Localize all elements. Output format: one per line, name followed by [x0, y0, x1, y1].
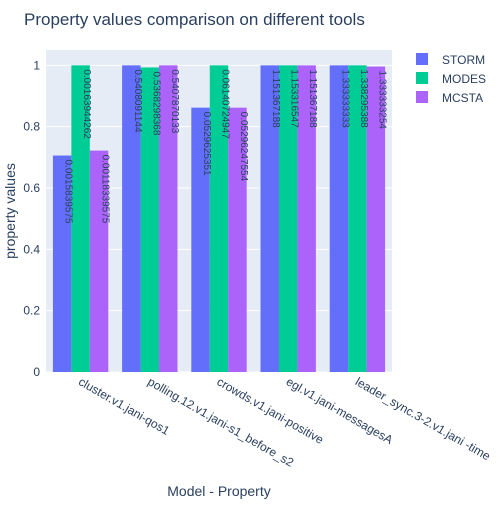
legend-swatch [416, 53, 428, 65]
bar[interactable] [297, 65, 316, 372]
bar-labels: 0.0015839575 0.5408091144 0.0529625351 1.15… [63, 69, 388, 224]
bar-value-label: 0.00163944262 [81, 69, 92, 139]
bar-value-label: 1.153316547 [289, 69, 300, 128]
x-axis-ticks: cluster.v1.jani-qos1polling.12.v1.jani-s… [76, 374, 493, 469]
bar[interactable] [348, 65, 367, 372]
chart-title: Property values comparison on different … [24, 10, 365, 29]
bar[interactable] [191, 107, 210, 373]
bar-value-label: 1.151367188 [307, 69, 318, 128]
y-axis-ticks: 0 0.2 0.4 0.6 0.8 1 [23, 58, 40, 379]
bar[interactable] [278, 65, 298, 372]
bar[interactable] [366, 66, 386, 372]
legend-label: MCSTA [442, 91, 483, 105]
bar-value-label: 0.00118339575 [100, 155, 111, 224]
bar-value-label: 0.5368298368 [150, 71, 161, 135]
bar[interactable] [329, 65, 349, 372]
x-tick-label: leader_sync.3-2.v1.jani -time [353, 374, 493, 463]
bar-value-label: 1.333333333 [339, 69, 350, 128]
bars [52, 65, 386, 373]
legend-label: MODES [442, 72, 486, 86]
bar[interactable] [228, 107, 247, 373]
bar[interactable] [140, 67, 160, 372]
bar-value-label: 0.06140724947 [220, 69, 231, 139]
y-tick-label: 1 [33, 58, 40, 72]
bar-value-label: 0.05296247554 [238, 112, 249, 182]
bar-value-label: 0.5407870133 [169, 69, 180, 133]
bar-value-label: 0.5408091144 [132, 69, 143, 133]
bar-value-label: 0.0015839575 [63, 160, 74, 224]
y-tick-label: 0.8 [23, 120, 40, 134]
bar[interactable] [89, 150, 109, 372]
legend-swatch [416, 91, 428, 103]
bar[interactable] [159, 65, 178, 372]
bar[interactable] [52, 155, 72, 372]
legend-label: STORM [442, 53, 485, 67]
bar-value-label: 1.151367188 [270, 69, 281, 128]
bar[interactable] [209, 65, 229, 372]
y-tick-label: 0.2 [23, 304, 40, 318]
y-tick-label: 0 [33, 365, 40, 379]
bar-value-label: 1.338295388 [358, 69, 369, 128]
legend[interactable]: STORM MODES MCSTA [416, 53, 486, 105]
bar[interactable] [260, 65, 279, 372]
legend-swatch [416, 72, 428, 84]
y-tick-label: 0.4 [23, 242, 40, 256]
bar[interactable] [122, 65, 141, 372]
legend-item[interactable]: MODES [416, 72, 486, 86]
y-axis-title: property values [2, 163, 18, 259]
x-axis-title: Model - Property [167, 483, 270, 499]
legend-item[interactable]: STORM [416, 53, 485, 67]
y-tick-label: 0.6 [23, 181, 40, 195]
legend-item[interactable]: MCSTA [416, 91, 483, 105]
bar-value-label: 1.333333254 [376, 71, 387, 130]
bar-value-label: 0.0529625351 [201, 112, 212, 176]
bar[interactable] [71, 65, 90, 372]
